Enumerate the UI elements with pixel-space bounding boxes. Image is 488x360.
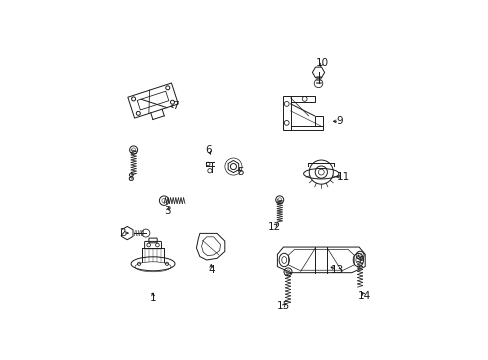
Text: 6: 6 <box>205 145 211 155</box>
Text: 9: 9 <box>335 116 342 126</box>
Text: 15: 15 <box>276 301 289 311</box>
Text: 4: 4 <box>207 265 214 275</box>
Text: 10: 10 <box>315 58 328 68</box>
Text: 3: 3 <box>164 206 170 216</box>
Text: 7: 7 <box>172 102 178 111</box>
Text: 2: 2 <box>119 228 125 238</box>
Text: 8: 8 <box>127 174 134 184</box>
Text: 1: 1 <box>149 293 156 303</box>
Text: 5: 5 <box>236 167 243 177</box>
Text: 13: 13 <box>330 265 343 275</box>
Text: 14: 14 <box>358 291 371 301</box>
Text: 12: 12 <box>267 222 280 232</box>
Text: 11: 11 <box>336 172 349 182</box>
